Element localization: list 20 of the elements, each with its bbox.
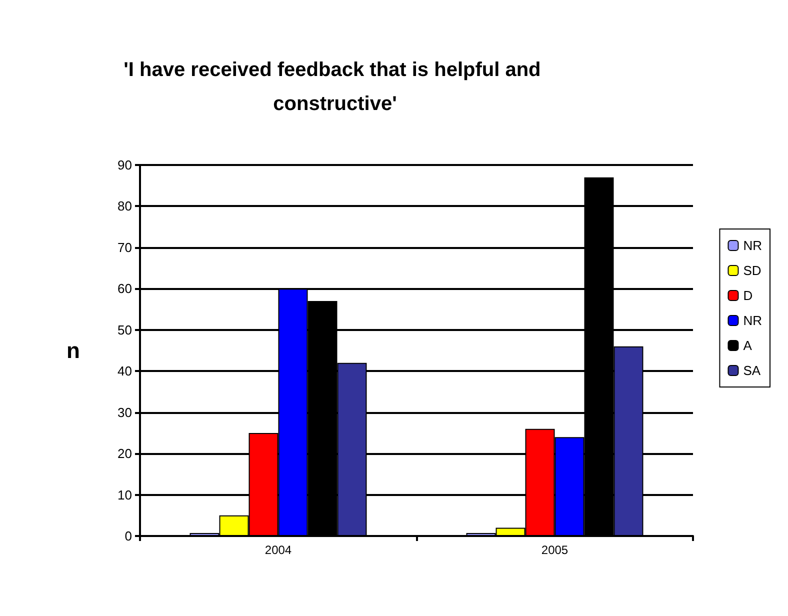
y-tick-label: 90 — [118, 158, 132, 172]
y-tick-label: 60 — [118, 281, 132, 296]
x-tick-label: 2004 — [264, 543, 292, 557]
legend-label: SD — [743, 263, 762, 278]
x-tick-label: 2005 — [541, 543, 568, 557]
legend-label: SA — [743, 363, 761, 378]
y-tick-label: 80 — [118, 198, 132, 214]
legend-label: NR — [743, 238, 762, 253]
y-tick-label: 20 — [118, 446, 132, 462]
legend-label: NR — [743, 313, 762, 328]
y-tick-label: 0 — [124, 528, 132, 544]
y-tick-label: 70 — [118, 240, 132, 255]
y-axis-title: n — [66, 338, 80, 363]
y-tick-label: 30 — [118, 404, 132, 420]
y-tick-label: 10 — [118, 487, 132, 502]
y-tick-label: 50 — [118, 322, 132, 338]
legend-label: D — [743, 288, 753, 303]
y-tick-label: 40 — [118, 364, 132, 379]
legend-label: A — [743, 338, 752, 353]
chart-title: 'I have received feedback that is helpful and constructive' — [124, 59, 546, 115]
